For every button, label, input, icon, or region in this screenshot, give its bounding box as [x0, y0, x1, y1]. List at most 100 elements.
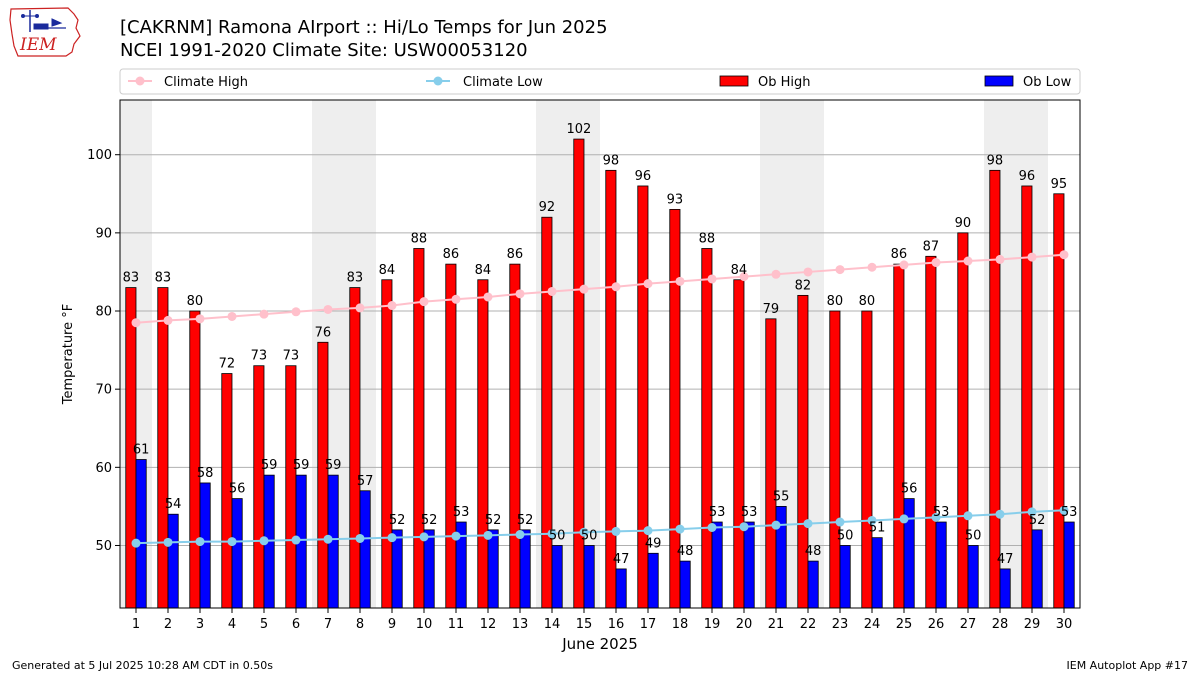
climate-high-point [323, 304, 333, 314]
x-tick-label: 20 [736, 617, 753, 632]
ob-high-bar [765, 318, 777, 609]
ob-high-bar [733, 279, 745, 609]
ob-low-value-label: 48 [805, 544, 822, 559]
climate-low-point [931, 512, 941, 522]
x-tick-label: 8 [356, 617, 364, 632]
climate-lines [131, 250, 1069, 548]
ob-low-value-label: 61 [133, 443, 150, 458]
app-credit: IEM Autoplot App #17 [1066, 659, 1189, 672]
climate-low-point [1027, 507, 1037, 517]
iowa-state-outline-icon [9, 7, 81, 57]
ob-high-bar [285, 365, 297, 609]
ob-high-bar [861, 310, 873, 609]
bar-value-labels: 83 83 80 72 73 73 76 83 84 88 86 84 86 92 102 98 96 93 88 8… [123, 122, 1078, 567]
climate-low-point [387, 533, 397, 543]
ob-low-bar [135, 459, 147, 609]
ob-high-value-label: 80 [859, 294, 876, 309]
climate-high-point [483, 292, 493, 302]
ob-high-value-label: 82 [795, 278, 812, 293]
legend-frame [119, 68, 1081, 95]
legend-ob-low-label: Ob Low [1023, 75, 1072, 90]
climate-low-point [355, 533, 365, 543]
x-tick-label: 13 [512, 617, 529, 632]
climate-high-point [1027, 252, 1037, 262]
climate-low-point [195, 537, 205, 547]
ob-high-value-label: 98 [987, 153, 1004, 168]
y-gridlines [120, 154, 1080, 546]
ob-low-value-label: 48 [677, 544, 694, 559]
legend-climate-low-marker [433, 76, 443, 86]
ob-low-value-label: 50 [581, 528, 598, 543]
y-tick-label: 50 [95, 539, 112, 554]
climate-low-point [419, 532, 429, 542]
climate-low-point [579, 527, 589, 537]
ob-high-value-label: 79 [763, 302, 780, 317]
ob-high-bar [541, 216, 553, 609]
weather-station-icon [21, 10, 66, 32]
ob-low-value-label: 52 [517, 513, 534, 528]
ob-high-value-label: 76 [315, 325, 332, 340]
ob-low-bar [1031, 529, 1043, 609]
x-tick-label: 24 [864, 617, 881, 632]
climate-low-point [643, 526, 653, 536]
climate-low-point [1059, 505, 1069, 515]
ob-low-bar [359, 490, 371, 609]
x-tick-label: 26 [928, 617, 945, 632]
ob-low-value-label: 52 [485, 513, 502, 528]
ob-high-bar [189, 310, 201, 609]
ob-low-bar [967, 545, 979, 609]
climate-low-point [899, 514, 909, 524]
x-tick-label: 27 [960, 617, 977, 632]
climate-low-point [451, 531, 461, 541]
climate-low-point [259, 536, 269, 546]
climate-high-point [707, 274, 717, 284]
ob-high-bar [477, 279, 489, 609]
ob-low-bar [999, 568, 1011, 609]
ob-low-bar [839, 545, 851, 609]
iem-logo: IEM [9, 7, 81, 57]
ob-low-bar [711, 521, 723, 609]
climate-high-point [643, 279, 653, 289]
x-tick-label: 3 [196, 617, 204, 632]
climate-high-point [419, 297, 429, 307]
ob-high-value-label: 86 [891, 247, 908, 262]
climate-high-point [963, 256, 973, 266]
ob-low-value-label: 53 [933, 505, 950, 520]
ob-low-bar [743, 521, 755, 609]
ob-high-value-label: 84 [731, 263, 748, 278]
y-tick-label: 60 [95, 461, 112, 476]
ob-low-value-label: 47 [997, 552, 1014, 567]
climate-low-point [771, 520, 781, 530]
legend-climate-high-label: Climate High [164, 75, 248, 90]
x-tick-label: 5 [260, 617, 268, 632]
ob-high-value-label: 88 [411, 231, 428, 246]
ob-low-value-label: 50 [837, 528, 854, 543]
legend-ob-high-label: Ob High [758, 75, 811, 90]
climate-high-point [771, 269, 781, 279]
ob-low-value-label: 47 [613, 552, 630, 567]
x-tick-label: 6 [292, 617, 300, 632]
climate-high-point [675, 276, 685, 286]
climate-low-point [803, 519, 813, 529]
ob-high-value-label: 90 [955, 216, 972, 231]
legend-ob-high-swatch [719, 75, 749, 87]
ob-high-value-label: 102 [566, 122, 591, 137]
x-tick-label: 18 [672, 617, 689, 632]
x-tick-label: 16 [608, 617, 625, 632]
x-tick-label: 14 [544, 617, 561, 632]
ob-high-bar [317, 341, 329, 609]
ob-high-bar [157, 287, 169, 609]
climate-low-point [963, 511, 973, 521]
x-tick-label: 28 [992, 617, 1009, 632]
climate-high-point [227, 311, 237, 321]
climate-high-point [931, 258, 941, 268]
ob-high-value-label: 93 [667, 192, 684, 207]
legend-ob-low-swatch [984, 75, 1014, 87]
x-tick-label: 12 [480, 617, 497, 632]
climate-high-point [867, 262, 877, 272]
chart-title: [CAKRNM] Ramona AIrport :: Hi/Lo Temps f… [120, 17, 608, 38]
climate-low-point [131, 538, 141, 548]
logo-text: IEM [19, 35, 57, 55]
climate-high-point [899, 260, 909, 270]
climate-high-point [451, 294, 461, 304]
